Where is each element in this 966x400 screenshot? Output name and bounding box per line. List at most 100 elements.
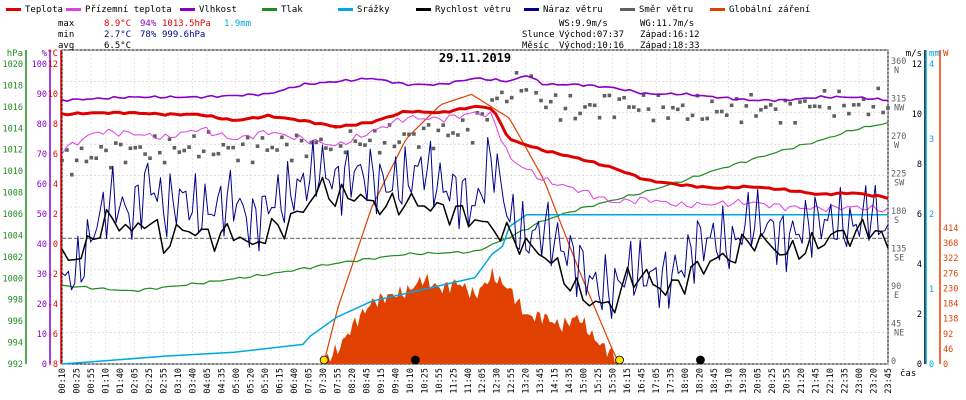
wind-direction-point: [373, 128, 377, 133]
info-moon-set: Západ:18:33: [640, 41, 700, 51]
legend-swatch: [180, 8, 195, 11]
wind-direction-point: [314, 140, 318, 145]
x-tick-label: 18:45: [710, 368, 720, 394]
wind-direction-point: [241, 142, 245, 147]
dir-tick-label: 0: [891, 357, 896, 367]
x-tick-label: 00:10: [58, 368, 68, 394]
x-tick-label: 15:50: [609, 368, 619, 394]
x-tick-label: 18:20: [696, 368, 706, 394]
wind-direction-point: [544, 105, 548, 110]
wind-direction-point: [299, 138, 304, 143]
wind-direction-point: [402, 132, 406, 136]
wind-direction-point: [866, 112, 871, 117]
wind-direction-point: [724, 113, 729, 117]
x-tick-label: 10:10: [406, 368, 416, 394]
wind-direction-point: [236, 158, 240, 163]
pct-tick-label: 40: [37, 240, 47, 250]
wind-direction-point: [289, 158, 294, 163]
moonrise-marker: [410, 355, 420, 365]
x-tick-label: 16:15: [623, 368, 633, 394]
x-tick-label: 07:30: [319, 368, 329, 394]
wind-direction-point: [319, 137, 323, 142]
wind-direction-point: [412, 132, 416, 136]
wind-direction-point: [148, 156, 152, 160]
legend-label: Teplota: [25, 5, 63, 15]
x-tick-label: 07:55: [333, 368, 343, 394]
legend: Teplota Přízemní teplota Vlhkost Tlak Srážky…: [6, 5, 810, 15]
chart-title: 29.11.2019: [439, 51, 511, 65]
ms-tick-label: 2: [917, 310, 922, 320]
wind-direction-point: [99, 145, 103, 149]
wind-direction-point: [578, 111, 582, 116]
x-tick-label: 05:00: [232, 368, 242, 394]
wind-direction-point: [265, 148, 270, 152]
wind-direction-point: [509, 95, 514, 100]
hpa-tick-label: 992: [8, 360, 23, 370]
legend-label: Rychlost větru: [435, 5, 511, 15]
wind-direction-point: [285, 142, 289, 147]
wind-direction-point: [294, 133, 299, 138]
pct-tick-label: 60: [37, 180, 47, 190]
dir-tick-label: 45: [891, 320, 901, 330]
legend-swatch: [524, 8, 539, 11]
stat-min-temp: 2.7°C: [104, 30, 131, 40]
wind-direction-point: [182, 148, 186, 153]
x-tick-label: 00:25: [72, 368, 82, 394]
mm-unit: mm: [929, 49, 940, 59]
dir-compass-label: SW: [894, 179, 905, 189]
wind-direction-point: [793, 121, 797, 125]
legend-label: Směr větru: [639, 5, 693, 15]
wind-direction-point: [324, 146, 328, 150]
wind-direction-point: [446, 133, 450, 138]
x-tick-label: 02:55: [159, 368, 169, 394]
wind-direction-point: [886, 106, 890, 110]
wind-direction-point: [172, 146, 177, 150]
mm-tick-label: 2: [929, 210, 934, 220]
stat-avg-temp: 6.5°C: [104, 41, 131, 51]
wind-direction-point: [304, 154, 309, 159]
wind-direction-point: [573, 116, 577, 121]
hpa-tick-label: 996: [8, 317, 23, 327]
wind-direction-point: [720, 109, 724, 114]
x-tick-label: 09:15: [377, 368, 387, 394]
legend-label: Přízemní teplota: [85, 5, 172, 15]
wind-direction-point: [627, 105, 631, 109]
w-tick-label: 322: [943, 254, 958, 264]
pct-tick-label: 20: [37, 300, 47, 310]
temp-tick-label: -4: [48, 300, 58, 310]
wind-direction-point: [490, 98, 494, 102]
wind-direction-point: [680, 103, 685, 108]
info-block: WS:9.9m/s WG:11.7m/s Slunce Východ:07:37 Záp…: [522, 19, 700, 51]
precip-line: [61, 214, 888, 365]
legend-swatch: [262, 8, 277, 11]
wind-direction-point: [568, 93, 573, 98]
wind-direction-point: [343, 150, 348, 155]
legend-label: Náraz větru: [543, 5, 603, 15]
temp-tick-label: -8: [48, 360, 58, 370]
pct-tick-label: 10: [37, 330, 47, 340]
info-moon-rise: Východ:10:16: [559, 41, 624, 51]
wind-direction-point: [529, 74, 533, 78]
wind-direction-point: [250, 160, 255, 165]
x-tick-label: 05:50: [261, 368, 271, 394]
wind-direction-point: [607, 93, 612, 98]
wind-direction-point: [822, 89, 827, 93]
ms-unit: m/s: [906, 49, 922, 59]
wind-direction-point: [495, 96, 499, 101]
info-sun-label: Slunce: [522, 30, 555, 40]
ms-tick-label: 10: [912, 110, 922, 120]
temp-tick-label: 8: [53, 120, 58, 130]
wind-direction-point: [231, 145, 235, 150]
wind-direction-point: [519, 89, 524, 93]
wind-direction-point: [167, 137, 172, 142]
x-tick-label: 06:40: [290, 368, 300, 394]
wind-direction-point: [226, 145, 230, 150]
wind-direction-point: [192, 134, 196, 138]
dir-tick-label: 360: [891, 57, 906, 67]
x-tick-label: 23:20: [870, 368, 880, 394]
wind-direction-point: [852, 103, 856, 107]
wind-direction-point: [641, 93, 646, 97]
wind-direction-point: [685, 117, 690, 121]
